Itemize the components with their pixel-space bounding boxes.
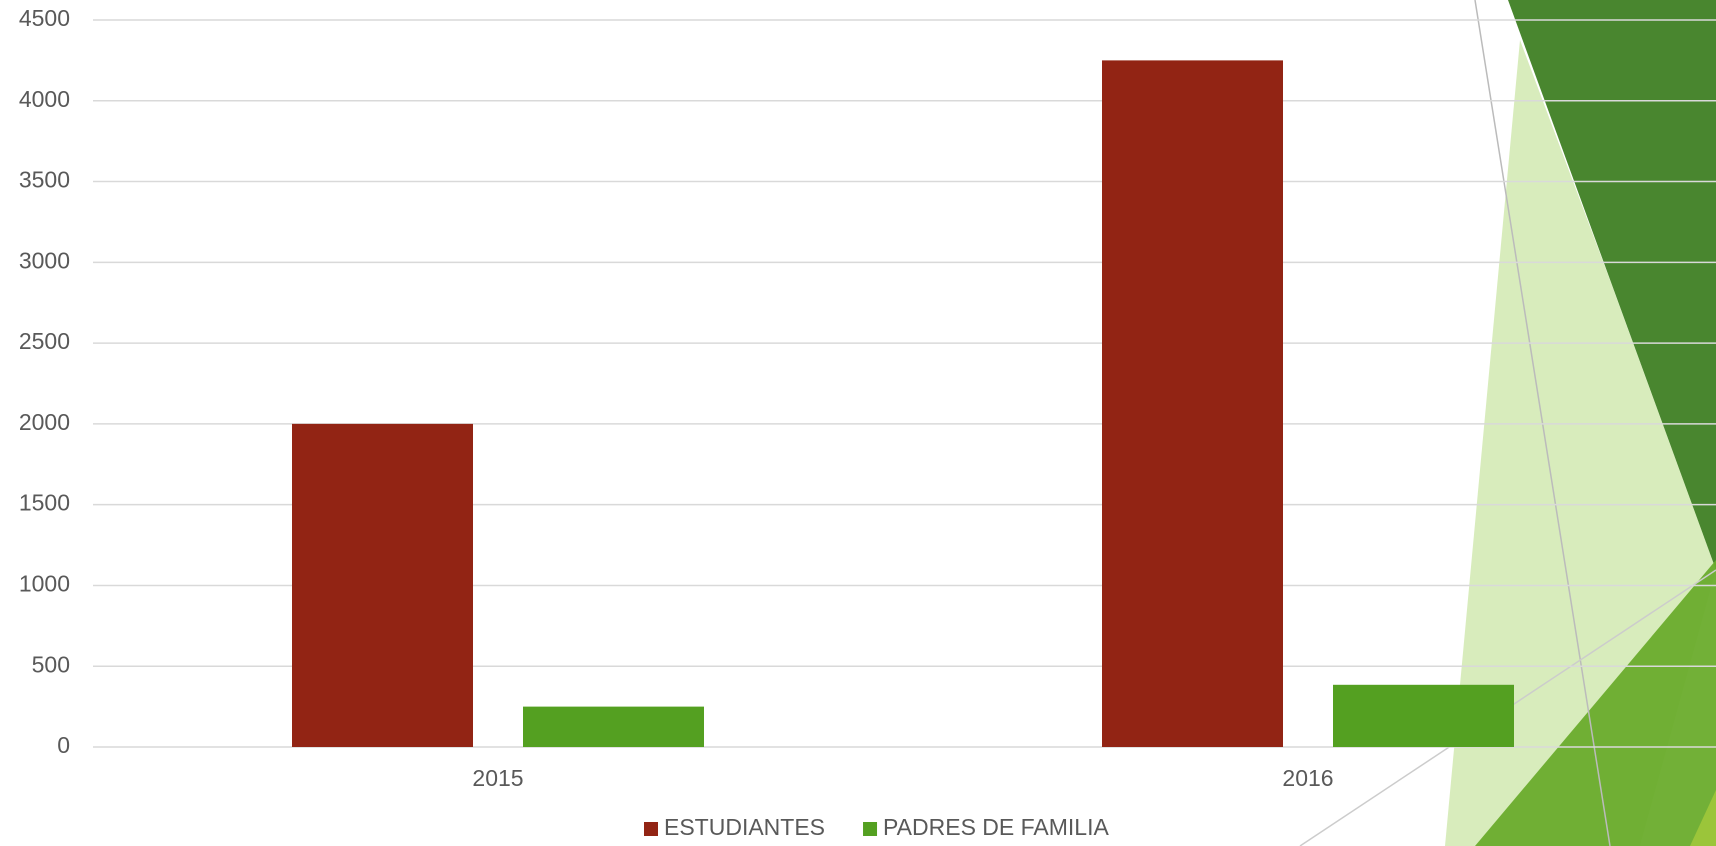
- y-tick-label: 2000: [19, 409, 70, 435]
- legend-label: ESTUDIANTES: [664, 814, 825, 840]
- bar: [1102, 60, 1283, 747]
- legend-label: PADRES DE FAMILIA: [883, 814, 1109, 840]
- y-tick-label: 4500: [19, 5, 70, 31]
- legend-swatch: [863, 822, 878, 836]
- x-tick-label: 2015: [472, 765, 523, 791]
- y-tick-label: 4000: [19, 86, 70, 112]
- decoration: [1299, 0, 1716, 846]
- y-tick-label: 2500: [19, 328, 70, 354]
- y-tick-label: 500: [32, 651, 70, 677]
- bar: [292, 423, 473, 747]
- bar: [523, 706, 704, 747]
- y-tick-label: 1000: [19, 571, 70, 597]
- legend-swatch: [644, 822, 658, 836]
- y-tick-label: 3500: [19, 167, 70, 193]
- y-tick-label: 0: [57, 732, 70, 758]
- y-tick-label: 1500: [19, 490, 70, 516]
- y-tick-label: 3000: [19, 247, 70, 273]
- bar: [1333, 684, 1514, 747]
- x-tick-label: 2016: [1282, 765, 1333, 791]
